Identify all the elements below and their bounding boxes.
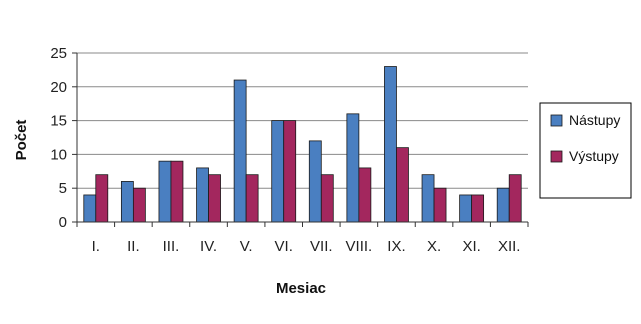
legend-label: Nástupy <box>569 112 620 128</box>
x-tick-label: V. <box>240 238 253 255</box>
bar-nastupy <box>459 194 473 223</box>
legend-swatch <box>550 150 563 163</box>
y-tick-label: 5 <box>59 180 67 197</box>
bars <box>83 66 522 223</box>
y-tick-label: 25 <box>50 45 67 62</box>
bar-nastupy <box>384 66 397 223</box>
bar-vystupy <box>471 194 485 223</box>
bar-nastupy <box>421 174 435 223</box>
x-tick-label: IV. <box>200 238 217 255</box>
legend: Nástupy Výstupy <box>539 102 632 199</box>
x-tick-label: X. <box>427 238 441 255</box>
bar-nastupy <box>120 181 134 223</box>
bar-vystupy <box>95 174 109 223</box>
bar-nastupy <box>233 79 247 223</box>
bar-nastupy <box>346 113 360 223</box>
bar-vystupy <box>283 120 297 223</box>
x-tick-label: XII. <box>498 238 521 255</box>
legend-label: Výstupy <box>569 148 619 164</box>
bar-vystupy <box>358 167 372 223</box>
y-tick-label: 20 <box>50 79 67 96</box>
x-tick-label: III. <box>163 238 180 255</box>
bar-vystupy <box>170 160 184 223</box>
bar-vystupy <box>396 147 409 223</box>
bar-vystupy <box>132 187 146 223</box>
tick-labels: 0 5 10 15 20 25 I. II. III. IV. V. VI. VII. VIII. IX. X… <box>50 45 520 255</box>
bar-nastupy <box>496 187 510 223</box>
bar-nastupy <box>308 140 322 223</box>
gridlines <box>77 52 528 189</box>
bar-vystupy <box>208 174 221 223</box>
x-axis-title: Mesiac <box>276 280 326 297</box>
x-tick-label: VIII. <box>346 238 373 255</box>
x-tick-label: IX. <box>387 238 405 255</box>
x-tick-label: II. <box>127 238 140 255</box>
y-axis-title: Počet <box>13 120 30 161</box>
bar-vystupy <box>245 174 259 223</box>
bar-vystupy <box>433 187 447 223</box>
x-tick-label: VII. <box>310 238 333 255</box>
x-tick-label: VI. <box>275 238 293 255</box>
bar-vystupy <box>508 174 522 223</box>
y-tick-label: 10 <box>50 146 67 163</box>
y-tick-label: 15 <box>50 113 67 130</box>
x-tick-label: XI. <box>462 238 480 255</box>
x-tick-label: I. <box>92 238 100 255</box>
bar-nastupy <box>158 160 172 223</box>
y-tick-label: 0 <box>59 214 67 231</box>
legend-swatch <box>550 114 563 127</box>
axes <box>72 52 529 227</box>
bar-vystupy <box>320 174 334 223</box>
bar-nastupy <box>271 120 285 223</box>
bar-nastupy <box>196 167 209 223</box>
bar-nastupy <box>83 194 97 223</box>
